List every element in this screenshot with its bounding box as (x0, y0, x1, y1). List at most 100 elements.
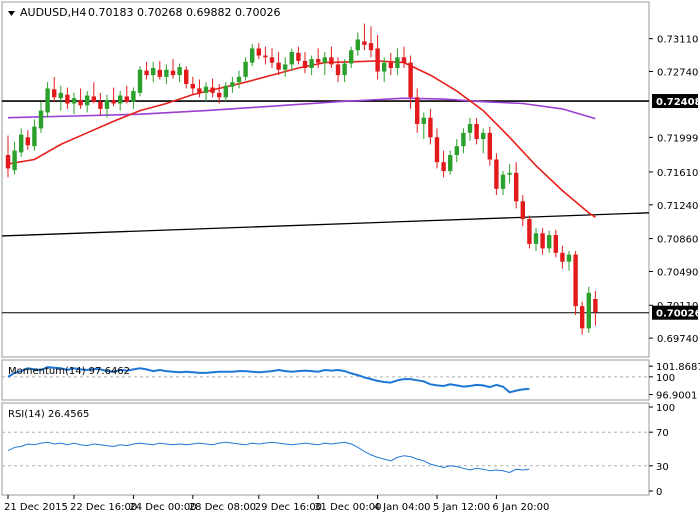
candle (520, 195, 525, 227)
candle (210, 78, 215, 98)
candle-body (78, 99, 83, 106)
candle (38, 101, 44, 133)
candle (164, 64, 169, 84)
rsi-axis-label: 0 (656, 487, 662, 498)
candle-body (71, 98, 77, 104)
candle (461, 128, 466, 154)
candle (85, 91, 90, 113)
rsi-axis-label: 70 (656, 428, 669, 439)
candle-body (230, 82, 235, 87)
candle-body (474, 123, 479, 140)
candle-body (217, 92, 222, 98)
candle (415, 88, 420, 133)
candle (131, 87, 136, 109)
candle-body (329, 57, 334, 65)
candle (586, 286, 591, 333)
candle-body (124, 96, 129, 102)
candle (184, 66, 189, 89)
candle (12, 141, 17, 175)
momentum-axis-label: 96.9001 (656, 391, 697, 402)
candle-body (52, 89, 57, 98)
candle-body (256, 48, 261, 56)
candle (533, 227, 539, 252)
candle-body (368, 43, 374, 51)
candle-body (289, 51, 294, 65)
rsi-line (7, 441, 530, 474)
candle-body (137, 69, 143, 93)
momentum-line (7, 366, 530, 394)
candle-body (500, 174, 506, 189)
rsi-layer (2, 431, 649, 474)
candle (118, 91, 123, 111)
candle-body (520, 201, 525, 220)
candle (250, 43, 255, 67)
candle-body (507, 172, 512, 175)
candle (335, 57, 341, 83)
candle (560, 245, 565, 269)
candle (316, 48, 321, 68)
candle-body (388, 62, 393, 68)
candle-body (269, 57, 275, 63)
candle-body (342, 63, 347, 76)
candle-body (316, 59, 321, 63)
candle-body (170, 70, 176, 76)
ohlc-label: 0.70183 0.70268 0.69882 0.70026 (88, 6, 280, 19)
candle (32, 119, 37, 151)
candle-body (276, 62, 281, 70)
candle (467, 117, 473, 141)
candle (243, 57, 248, 81)
candle (434, 128, 440, 169)
candle (454, 139, 459, 163)
candle (25, 130, 30, 150)
candle-body (25, 137, 30, 146)
candle (256, 43, 261, 60)
time-axis-label: 21 Dec 2015 (4, 502, 68, 513)
candle-body (375, 48, 380, 72)
price-axis-label: 0.72740 (657, 68, 698, 79)
candle (144, 61, 149, 80)
candle-body (65, 94, 70, 104)
candle (19, 128, 24, 157)
candle-body (98, 101, 103, 109)
candle (111, 87, 116, 107)
candle (203, 82, 209, 102)
candle-body (111, 99, 116, 104)
candle (355, 32, 360, 56)
candle (428, 108, 433, 145)
candle-body (45, 88, 50, 113)
candle (540, 227, 545, 255)
candle-body (302, 60, 308, 68)
candle-body (553, 235, 558, 253)
candle (481, 128, 486, 154)
candle (448, 150, 453, 175)
candle-body (580, 306, 585, 329)
candle (547, 230, 552, 253)
candle-body (203, 86, 209, 93)
candle-body (401, 57, 407, 63)
candle (52, 76, 57, 102)
candle-body (573, 254, 578, 307)
price-axis-label: 0.73110 (657, 35, 698, 46)
candle-body (533, 233, 539, 244)
candle-body (461, 132, 466, 147)
candle-body (494, 159, 499, 189)
candle-body (322, 57, 327, 63)
candle-body (448, 155, 453, 172)
candle (223, 82, 228, 102)
candle-body (151, 67, 156, 76)
collapse-triangle-icon[interactable] (8, 11, 15, 16)
candle-body (263, 55, 268, 58)
candle (98, 92, 103, 116)
candle (276, 51, 281, 76)
rsi-axis-label: 30 (656, 462, 669, 473)
candle (289, 48, 294, 71)
candle-body (19, 134, 24, 153)
candle-body (104, 99, 110, 109)
candle-body (184, 69, 189, 84)
candle-body (421, 117, 426, 124)
time-axis-label: 22 Dec 16:00 (70, 502, 137, 513)
candle-body (428, 117, 433, 138)
candle-body (164, 69, 169, 77)
candle-body (382, 62, 387, 72)
rsi-axis-label: 100 (656, 403, 675, 414)
